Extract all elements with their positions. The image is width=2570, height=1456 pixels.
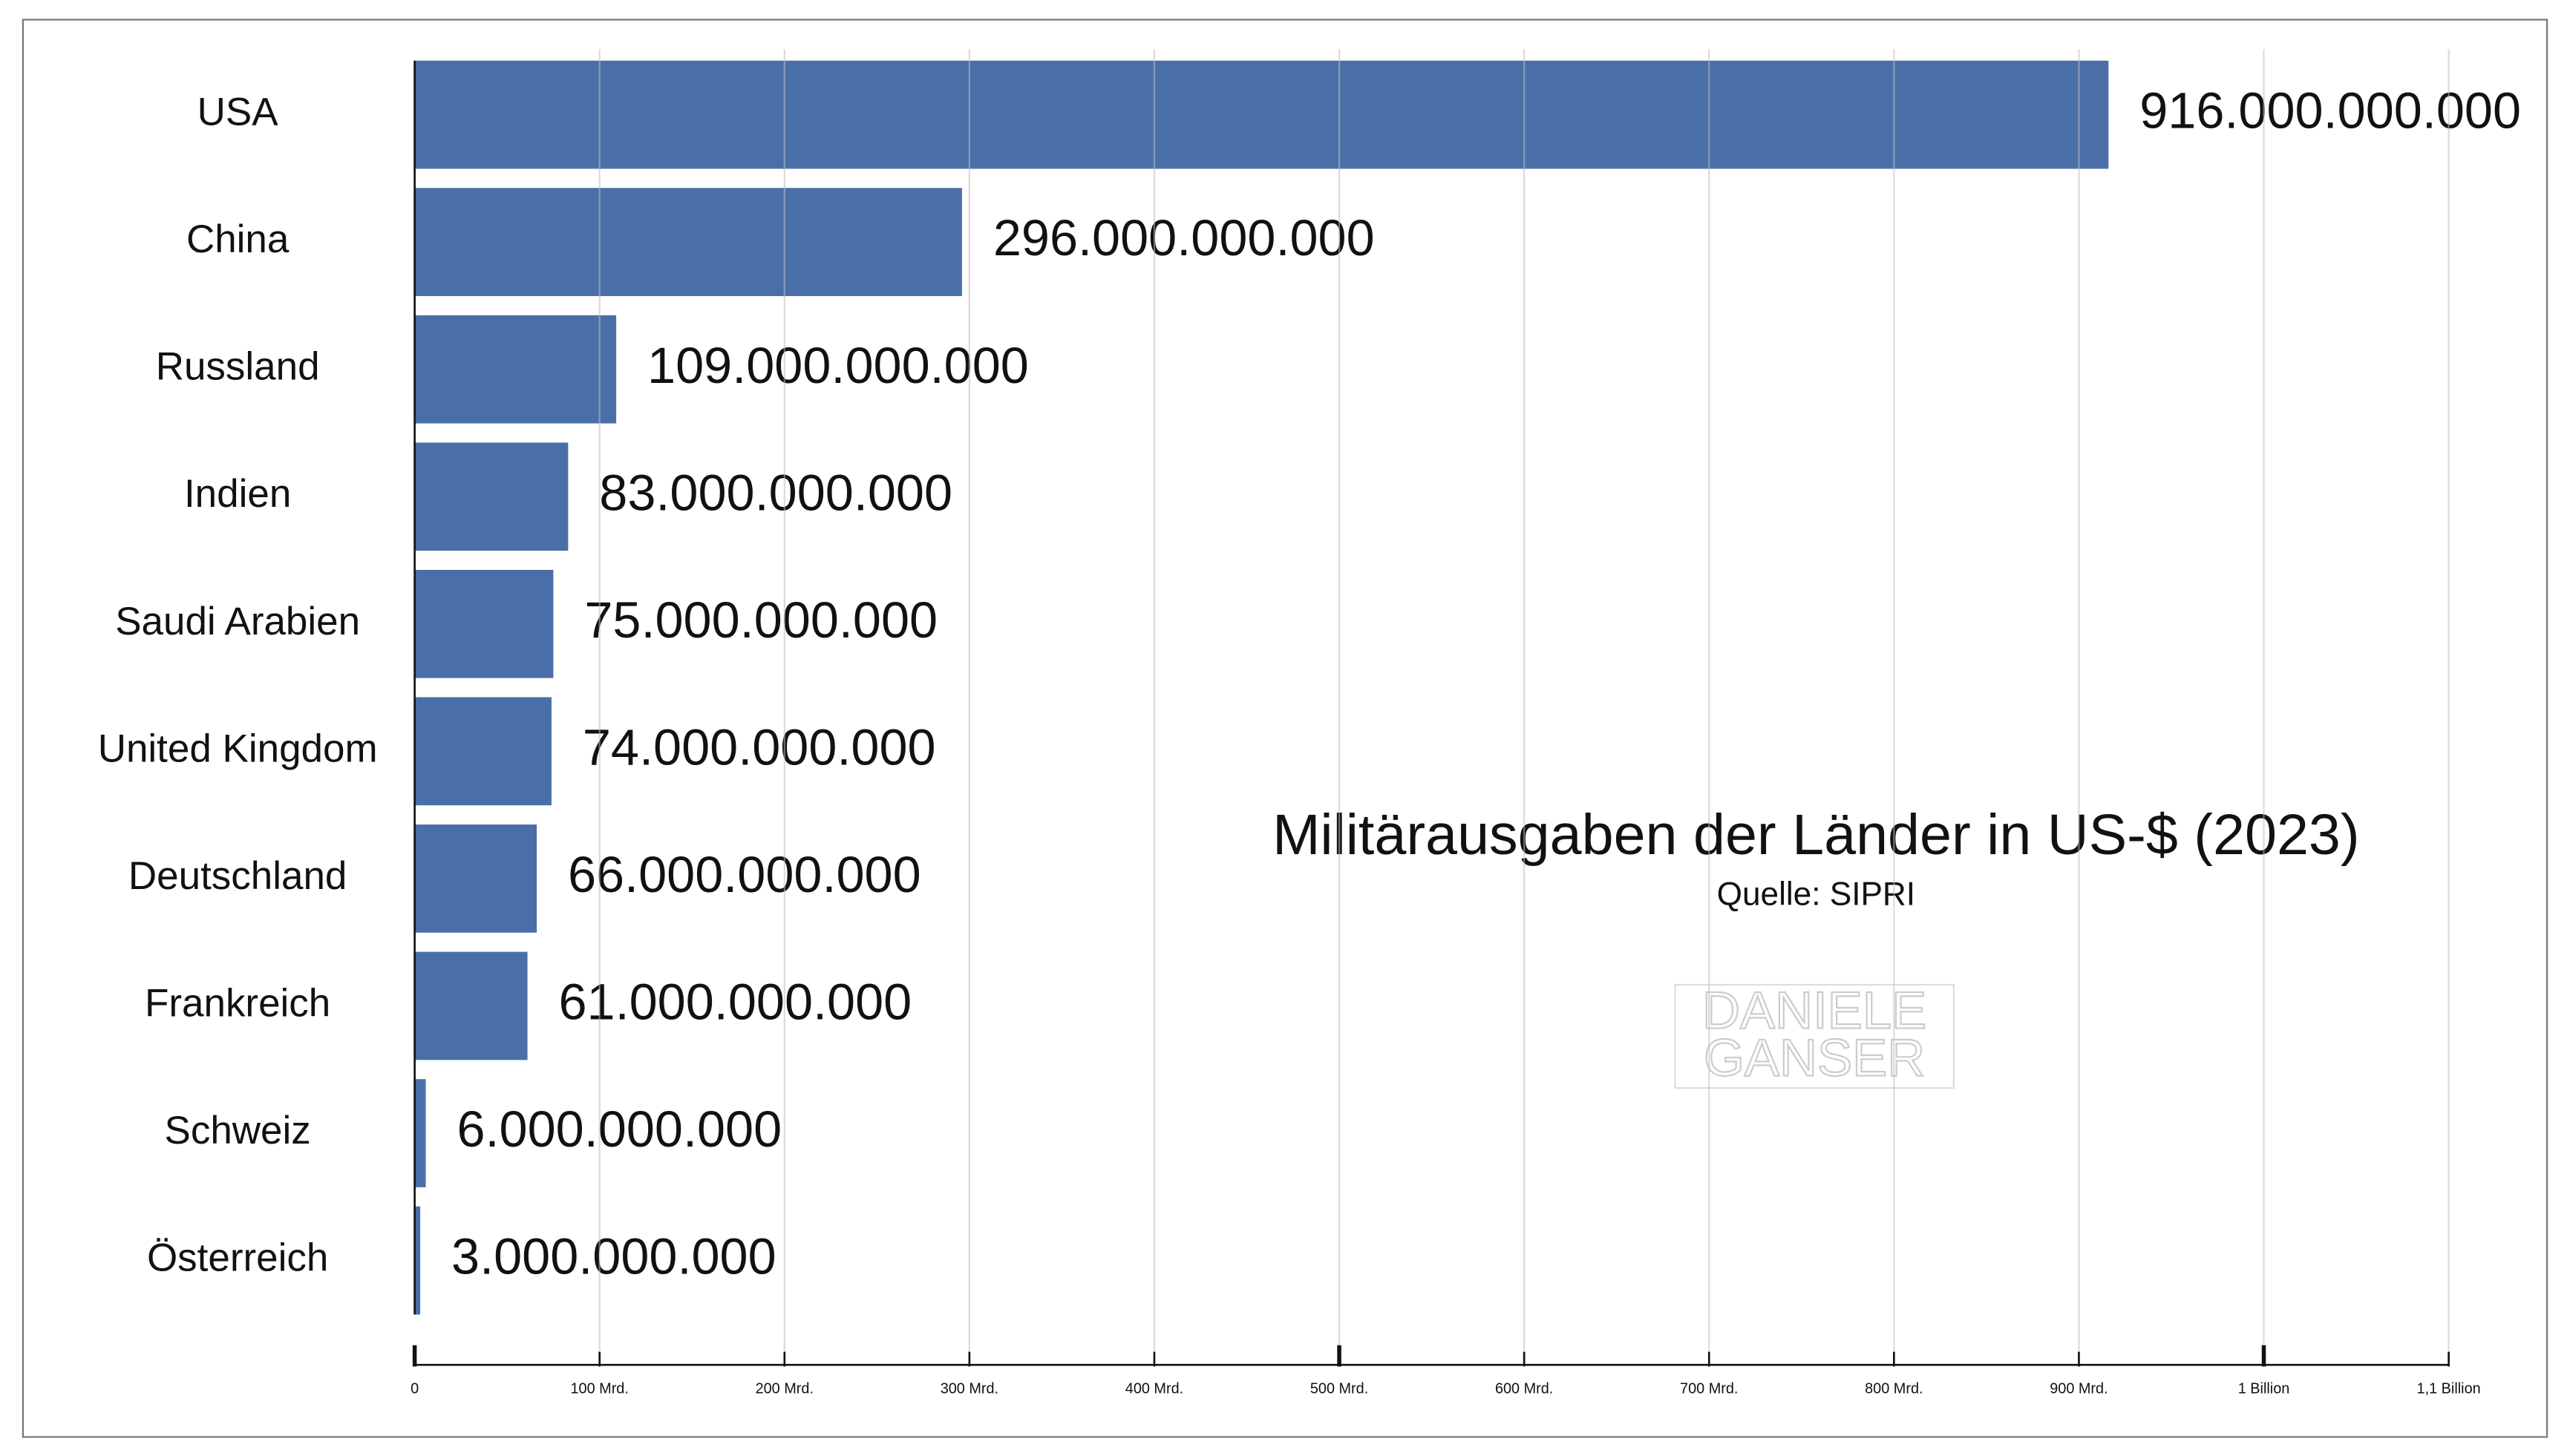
y-tick-label: Schweiz	[165, 1109, 311, 1152]
value-label: 109.000.000.000	[647, 337, 1029, 394]
value-label: 75.000.000.000	[584, 591, 938, 649]
bar	[414, 1206, 421, 1315]
x-tick-label: 400 Mrd.	[1125, 1381, 1183, 1397]
x-tick-label: 200 Mrd.	[756, 1381, 814, 1397]
x-tick-label: 700 Mrd.	[1680, 1381, 1738, 1397]
bar	[414, 824, 537, 933]
bar	[414, 951, 528, 1060]
x-tick-label: 300 Mrd.	[941, 1381, 998, 1397]
frame	[22, 19, 2548, 1438]
value-label: 61.000.000.000	[558, 974, 912, 1031]
bar	[414, 315, 617, 424]
bar	[414, 442, 569, 551]
y-tick-label: Russland	[156, 345, 320, 389]
watermark-text: DANIELE	[1702, 980, 1926, 1039]
bar	[414, 188, 962, 296]
y-tick-label: United Kingdom	[98, 727, 378, 770]
y-tick-label: Frankreich	[145, 981, 330, 1025]
x-tick-label: 600 Mrd.	[1495, 1381, 1553, 1397]
x-tick-label: 800 Mrd.	[1865, 1381, 1923, 1397]
y-tick-label: Österreich	[147, 1236, 328, 1280]
bar	[414, 60, 2109, 169]
bar	[414, 697, 552, 806]
chart-subtitle: Quelle: SIPRI	[1717, 876, 1915, 912]
y-tick-label: Indien	[184, 472, 291, 516]
value-label: 3.000.000.000	[451, 1228, 776, 1285]
y-tick-label: Deutschland	[128, 854, 347, 898]
x-tick-label: 1 Billion	[2238, 1381, 2290, 1397]
bar	[414, 1079, 426, 1187]
value-label: 916.000.000.000	[2139, 82, 2521, 140]
x-tick-label: 100 Mrd.	[571, 1381, 629, 1397]
y-tick-label: Saudi Arabien	[115, 600, 360, 643]
value-label: 296.000.000.000	[993, 209, 1375, 266]
y-tick-label: China	[186, 217, 290, 261]
x-tick-label: 1,1 Billion	[2417, 1381, 2481, 1397]
x-tick-label: 900 Mrd.	[2050, 1381, 2108, 1397]
y-tick-label: USA	[197, 91, 279, 134]
value-label: 6.000.000.000	[457, 1101, 782, 1158]
watermark-text: GANSER	[1704, 1028, 1925, 1086]
chart-title: Militärausgaben der Länder in US-$ (2023…	[1272, 803, 2360, 867]
value-label: 66.000.000.000	[568, 846, 921, 903]
x-tick-label: 0	[411, 1381, 419, 1397]
bar	[414, 569, 554, 678]
x-tick-label: 500 Mrd.	[1310, 1381, 1368, 1397]
value-label: 83.000.000.000	[599, 464, 952, 521]
watermark-box	[1674, 983, 1955, 1089]
watermark: DANIELE GANSER	[1674, 980, 1955, 1089]
value-label: 74.000.000.000	[583, 718, 936, 775]
